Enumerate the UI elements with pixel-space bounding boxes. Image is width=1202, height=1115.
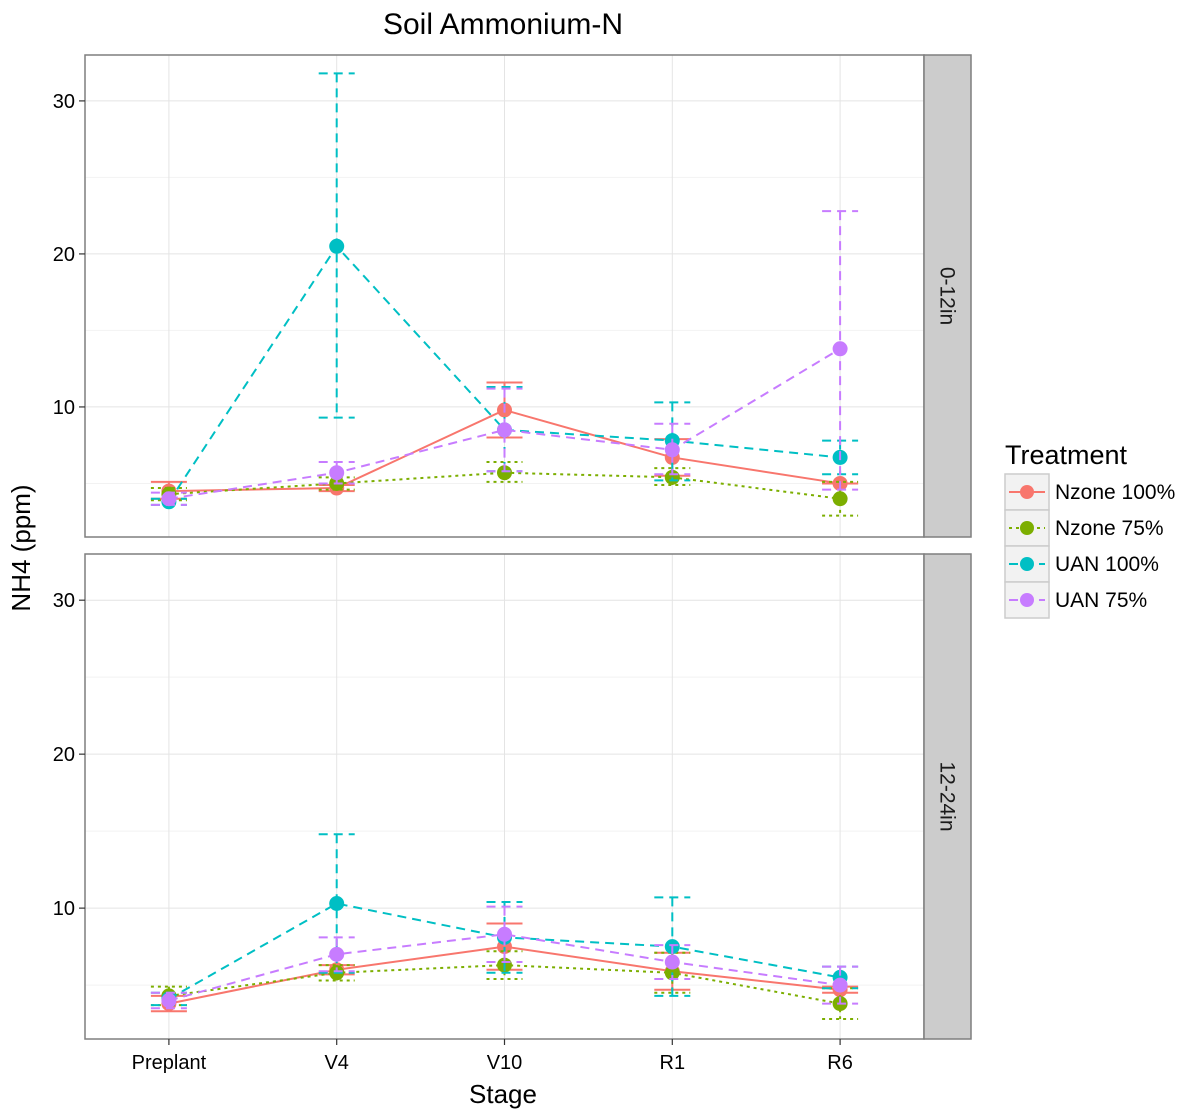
legend-title: Treatment: [1005, 440, 1128, 470]
x-tick-label: R6: [827, 1052, 853, 1074]
legend: Treatment Nzone 100% Nzone 75% UAN 100% UAN…: [1004, 440, 1175, 619]
facet-panel-12-24in: 10 20 30 12-24in: [53, 553, 972, 1040]
series-uan-75: [150, 210, 859, 507]
data-point: [497, 465, 512, 481]
legend-key-point: [1020, 557, 1034, 571]
x-tick-label: V10: [487, 1052, 523, 1074]
y-tick-label: 10: [53, 898, 75, 920]
x-tick-label: V4: [324, 1052, 348, 1074]
data-point: [832, 491, 848, 507]
x-axis-title: Stage: [469, 1079, 537, 1109]
series-line: [168, 347, 841, 500]
data-point: [497, 422, 512, 438]
x-tick-label: Preplant: [132, 1052, 207, 1074]
data-point: [329, 465, 345, 481]
y-tick-label: 30: [53, 590, 75, 612]
data-point: [664, 442, 680, 458]
legend-entry-nzone-100: Nzone 100%: [1004, 473, 1175, 511]
facet-panel-0-12in: 10 20 30 0-12in: [53, 54, 972, 538]
data-point: [329, 238, 345, 254]
facet-strip-label: 12-24in: [936, 761, 959, 831]
error-bar: [318, 833, 355, 974]
legend-entry-uan-100: UAN 100%: [1004, 545, 1159, 583]
data-point: [161, 993, 177, 1009]
y-axis-title: NH4 (ppm): [6, 484, 36, 611]
y-tick-label: 20: [53, 244, 75, 266]
data-point: [329, 946, 345, 962]
data-point: [832, 341, 848, 357]
chart-title: Soil Ammonium-N: [383, 8, 623, 41]
error-bar: [486, 905, 523, 964]
data-point: [497, 926, 512, 942]
data-point: [664, 954, 680, 970]
facet-strip: [923, 553, 972, 1040]
legend-label: UAN 100%: [1055, 553, 1159, 576]
legend-key-point: [1020, 485, 1034, 499]
data-point: [832, 977, 848, 993]
error-bar: [654, 422, 691, 476]
facet-strip: [923, 54, 972, 538]
legend-key-point: [1020, 521, 1034, 535]
panels: 10 20 30 0-12in 10 20 30 12-24in: [53, 54, 972, 1040]
legend-key-point: [1020, 593, 1034, 607]
legend-label: Nzone 75%: [1055, 517, 1164, 540]
series-uan-75: [150, 905, 859, 1010]
error-bar: [654, 951, 691, 994]
y-tick-label: 20: [53, 744, 75, 766]
x-tick-label: R1: [660, 1052, 686, 1074]
legend-entry-uan-75: UAN 75%: [1004, 581, 1147, 619]
data-point: [329, 896, 345, 912]
series-line: [168, 244, 841, 503]
legend-label: UAN 75%: [1055, 589, 1147, 612]
legend-label: Nzone 100%: [1055, 481, 1175, 504]
x-axis: Preplant V4 V10 R1 R6: [132, 1039, 853, 1074]
y-tick-label: 10: [53, 397, 75, 419]
error-bar: [486, 387, 523, 473]
legend-entry-nzone-75: Nzone 75%: [1004, 509, 1164, 547]
error-bar: [654, 401, 691, 482]
error-bar: [486, 950, 523, 980]
facet-strip-label: 0-12in: [936, 267, 959, 325]
data-point: [161, 491, 177, 507]
y-tick-label: 30: [53, 91, 75, 113]
